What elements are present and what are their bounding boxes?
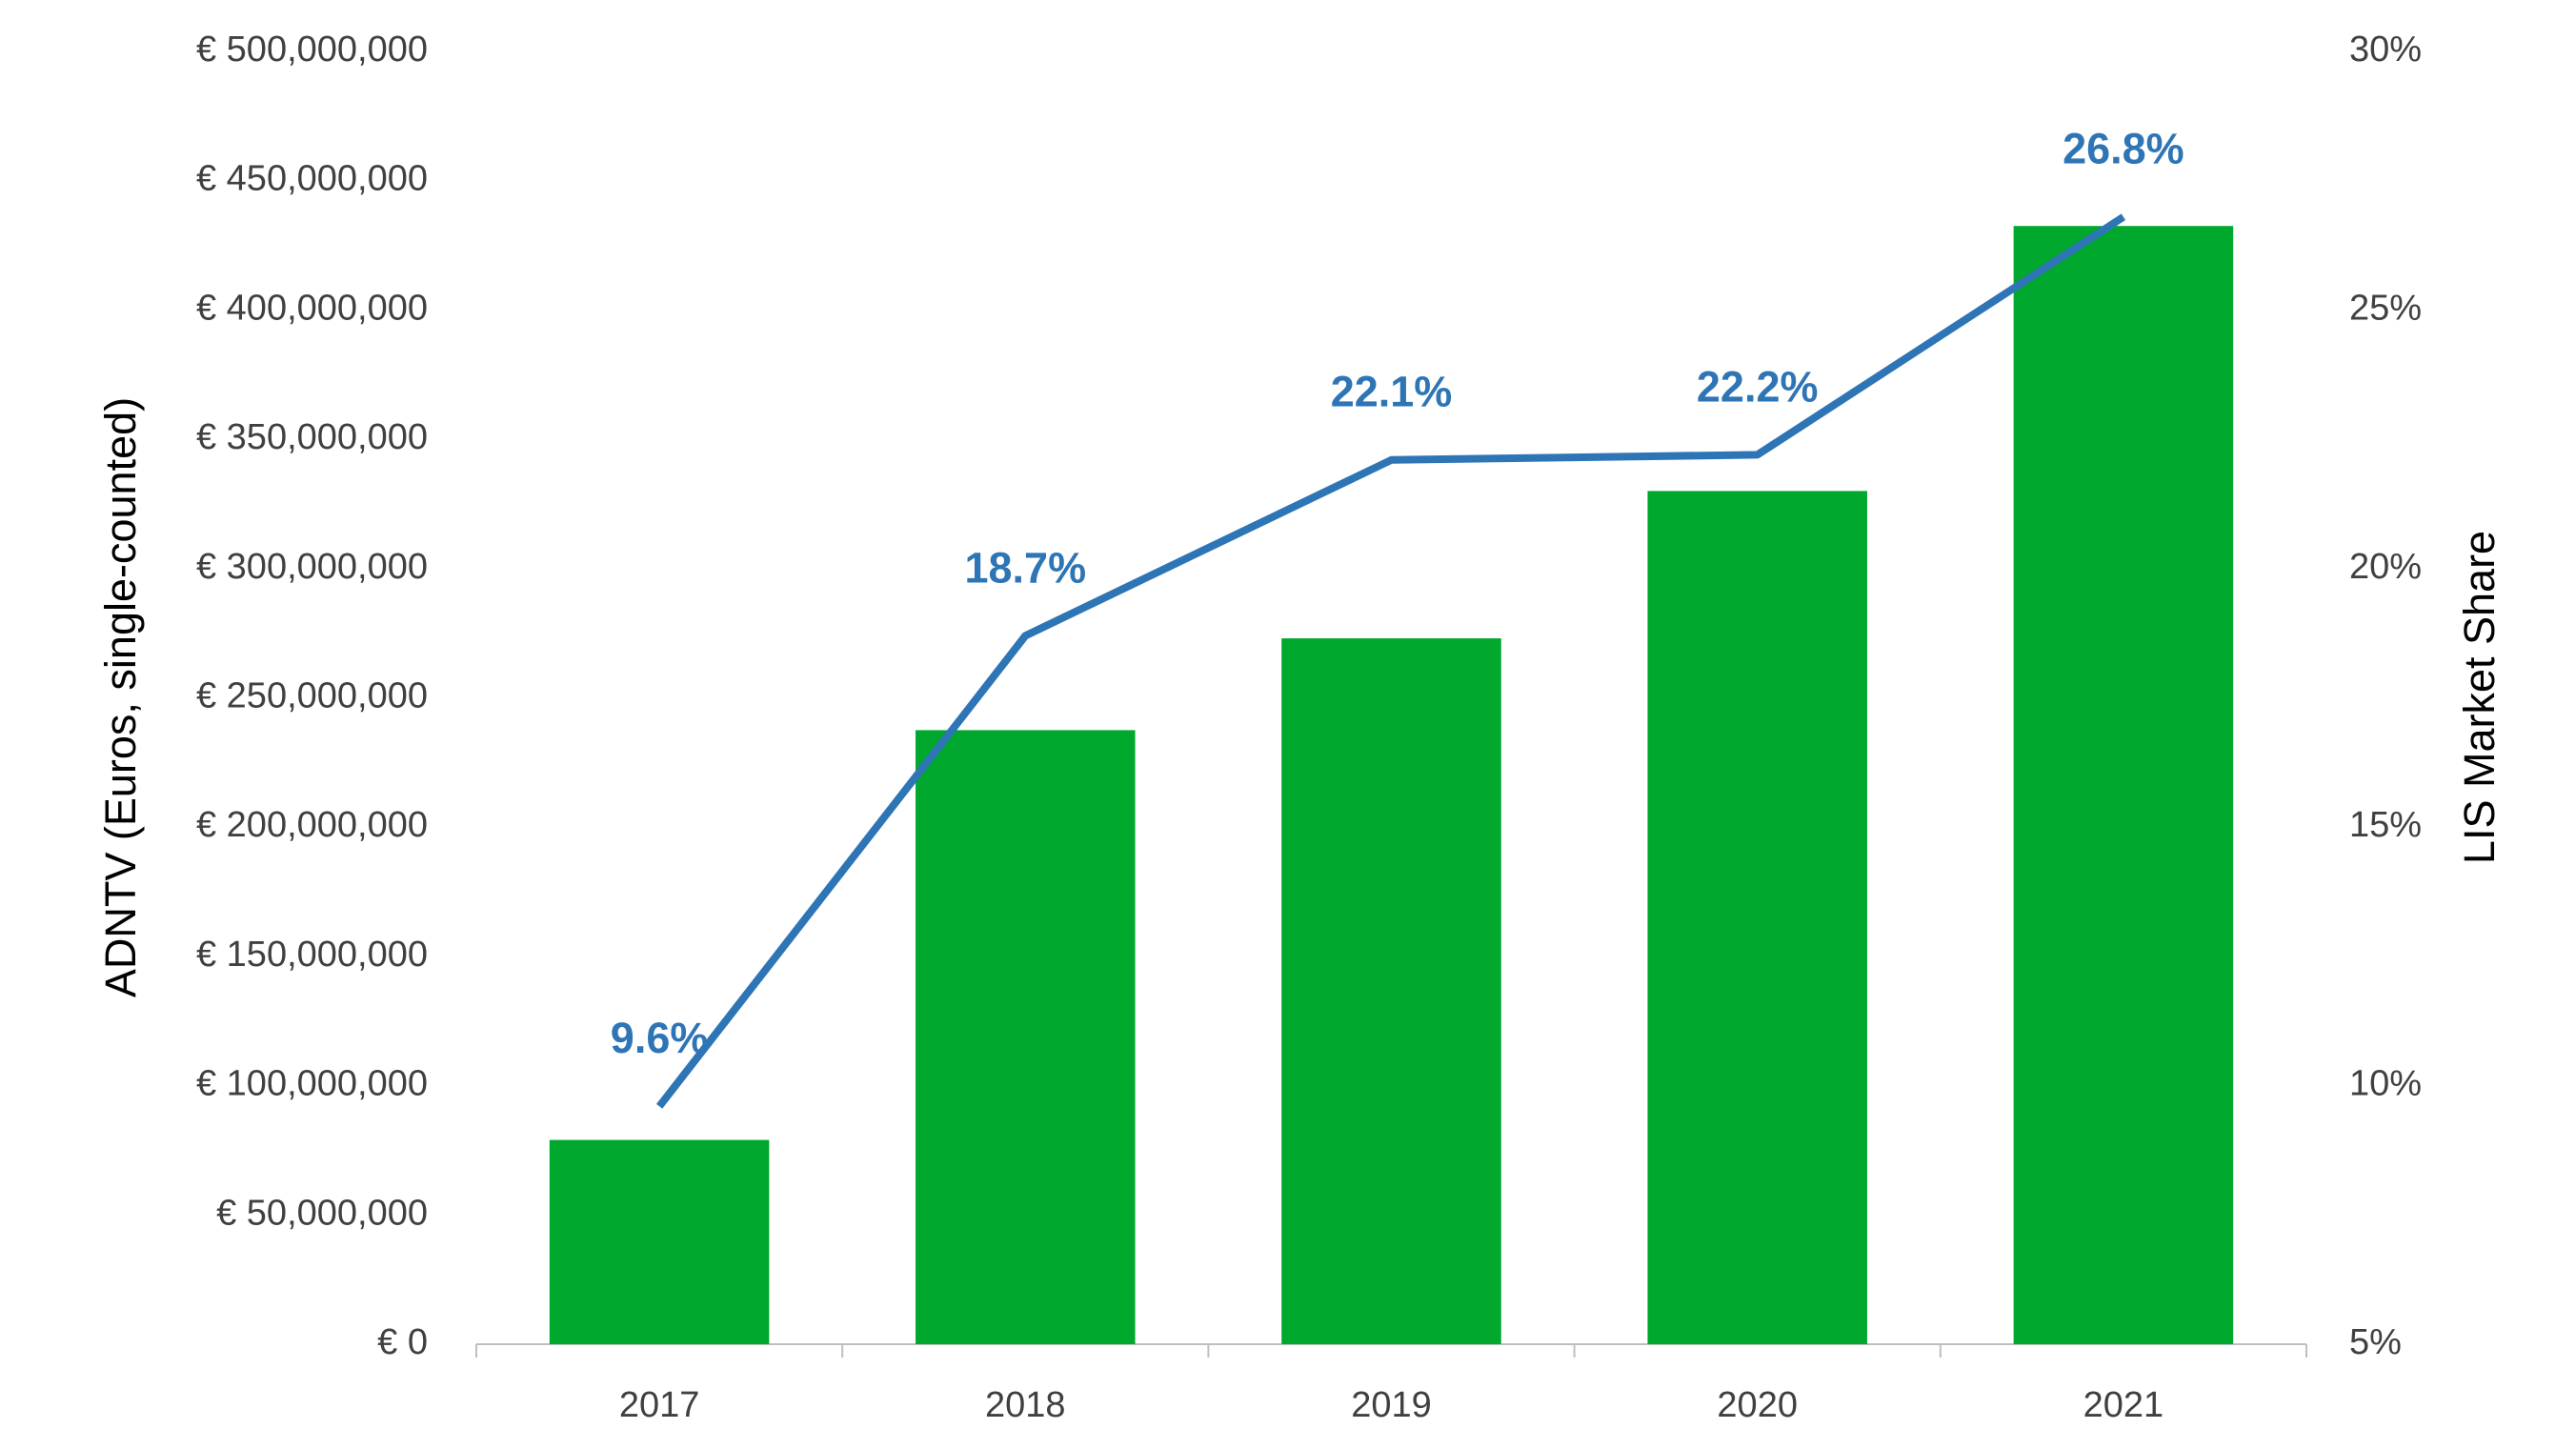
bar: [549, 1139, 770, 1344]
y2-tick-label: 10%: [2349, 1064, 2422, 1104]
y-tick-label: € 150,000,000: [196, 935, 428, 975]
bar: [1281, 638, 1501, 1344]
y-tick-label: € 0: [377, 1322, 428, 1362]
data-label: 22.1%: [1331, 368, 1453, 416]
y-tick-label: € 100,000,000: [196, 1064, 428, 1104]
data-label: 22.2%: [1697, 362, 1819, 411]
bar: [916, 730, 1136, 1344]
y2-tick-label: 25%: [2349, 288, 2422, 328]
data-label: 18.7%: [964, 543, 1086, 592]
y2-tick-label: 15%: [2349, 805, 2422, 845]
y-tick-label: € 400,000,000: [196, 288, 428, 328]
x-tick-label: 2020: [1717, 1385, 1798, 1425]
y-tick-label: € 250,000,000: [196, 676, 428, 716]
y-axis-title: ADNTV (Euros, single-counted): [96, 397, 145, 997]
y2-axis-title: LIS Market Share: [2455, 531, 2504, 864]
y-tick-label: € 500,000,000: [196, 30, 428, 70]
y-tick-label: € 50,000,000: [216, 1193, 428, 1233]
x-tick-label: 2019: [1351, 1385, 1432, 1425]
bar: [2013, 226, 2234, 1344]
y-tick-label: € 200,000,000: [196, 805, 428, 845]
y-tick-label: € 350,000,000: [196, 417, 428, 457]
y-tick-label: € 300,000,000: [196, 547, 428, 587]
x-tick-label: 2017: [619, 1385, 700, 1425]
y-tick-label: € 450,000,000: [196, 159, 428, 199]
data-label: 26.8%: [2063, 125, 2184, 173]
bar: [1647, 491, 1867, 1344]
x-tick-label: 2021: [2083, 1385, 2164, 1425]
y2-tick-label: 30%: [2349, 30, 2422, 70]
data-label: 9.6%: [611, 1014, 709, 1062]
line: [655, 213, 2126, 1109]
y2-tick-label: 20%: [2349, 547, 2422, 587]
x-tick-label: 2018: [985, 1385, 1066, 1425]
y2-tick-label: 5%: [2349, 1322, 2402, 1362]
